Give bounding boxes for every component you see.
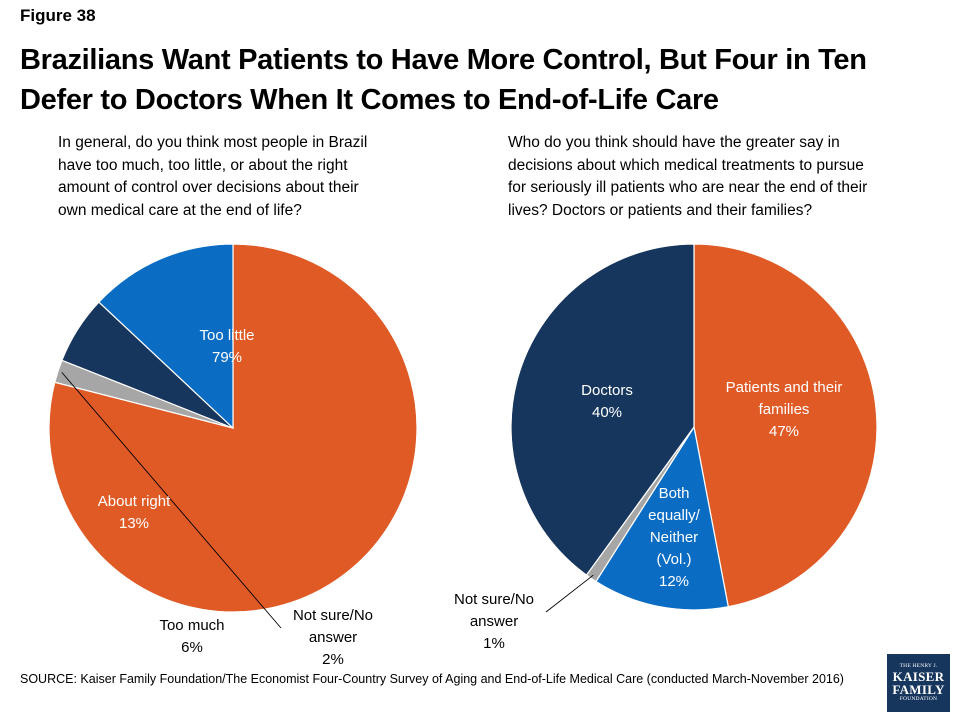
left-question-line: have too much, too little, or about the … (58, 156, 348, 174)
leader-line (61, 372, 282, 629)
left-question-line: own medical care at the end of life? (58, 201, 302, 219)
pie-outline (48, 243, 418, 613)
slice-label: Not sure/No answer 1% (454, 591, 534, 652)
kff-logo: THE HENRY J. KAISER FAMILY FOUNDATION (887, 654, 950, 712)
source-note: SOURCE: Kaiser Family Foundation/The Eco… (20, 672, 844, 686)
figure-label: Figure 38 (20, 6, 96, 25)
title-line-2: Defer to Doctors When It Comes to End-of… (20, 84, 719, 116)
logo-line: THE HENRY J. (899, 663, 938, 669)
slice-label: Not sure/No answer 2% (293, 607, 373, 668)
slice-label: About right 13% (98, 493, 171, 532)
right-question-line: for seriously ill patients who are near … (508, 179, 868, 196)
logo-line: FAMILY (892, 682, 945, 697)
slice-label: Too little 79% (199, 327, 254, 366)
title-line-1: Brazilians Want Patients to Have More Co… (20, 44, 867, 76)
right-question: Who do you think should have the greater… (508, 132, 908, 222)
pie-chart-control: Too little 79% Not sure/No answer 2% Too much… (48, 243, 418, 668)
left-question-line: amount of control over decisions about t… (58, 179, 359, 196)
logo-line: FOUNDATION (899, 696, 938, 702)
slice-label: Too much 6% (159, 617, 224, 656)
right-question-line: decisions about which medical treatments… (508, 156, 864, 174)
pie-chart-greater-say: Patients and their families 47% Both equally… (454, 243, 878, 652)
right-question-line: lives? Doctors or patients and their fam… (508, 201, 813, 219)
left-question-line: In general, do you think most people in … (58, 134, 368, 151)
slice-label: Doctors 40% (581, 382, 633, 421)
logo-line: KAISER (892, 669, 945, 684)
slice-label: Patients and their families 47% (726, 379, 843, 440)
leader-line (545, 574, 594, 613)
chart-title: Brazilians Want Patients to Have More Co… (20, 40, 950, 120)
pie-outline (510, 243, 878, 611)
slice-label: Both equally/Neither (Vol.) 12% (648, 485, 701, 590)
left-question: In general, do you think most people in … (58, 132, 408, 222)
right-question-line: Who do you think should have the greater… (508, 134, 840, 151)
